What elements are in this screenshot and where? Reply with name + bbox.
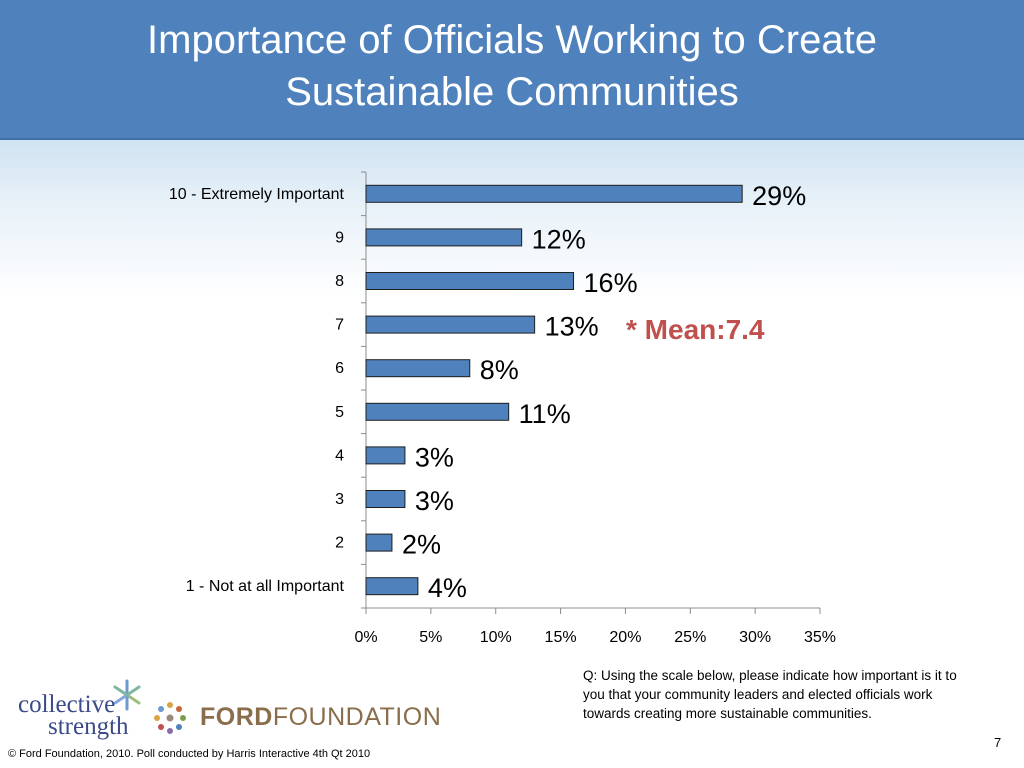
- category-label: 6: [335, 360, 344, 377]
- bar-chart: 0% 5% 10% 15% 20% 25% 30% 35% 10 - Extremely Imp…: [169, 171, 836, 646]
- x-tick-label: 30%: [739, 629, 771, 646]
- data-label: 11%: [519, 399, 571, 429]
- category-label: 10 - Extremely Important: [169, 186, 345, 203]
- bar: [365, 533, 393, 552]
- x-tick-label: 35%: [804, 629, 836, 646]
- data-label: 3%: [415, 486, 454, 516]
- collective-strength-logo: collective strength: [18, 679, 148, 740]
- bar: [365, 272, 575, 290]
- bar: [365, 228, 523, 247]
- data-label: 13%: [545, 312, 599, 342]
- bar: [365, 184, 743, 203]
- category-label: 1 - Not at all Important: [186, 578, 345, 595]
- bar: [365, 402, 510, 421]
- category-label: 9: [335, 229, 344, 246]
- x-tick-label: 5%: [419, 629, 442, 646]
- collective-word: collective: [18, 691, 116, 718]
- category-label: 7: [335, 317, 344, 334]
- bar: [365, 490, 406, 508]
- ford-foundation-wordmark: FORDFOUNDATION: [200, 703, 441, 732]
- x-tick-label: 0%: [354, 629, 377, 646]
- page-number: 7: [994, 735, 1002, 750]
- question-text: Q: Using the scale below, please indicat…: [583, 668, 957, 721]
- page-title-line2: Sustainable Communities: [285, 70, 739, 114]
- page-title-line1: Importance of Officials Working to Creat…: [147, 18, 877, 62]
- data-label: 3%: [415, 442, 454, 472]
- category-label: 8: [335, 273, 344, 290]
- bar: [365, 359, 471, 378]
- data-label: 8%: [480, 355, 519, 385]
- asterisk-flower-icon: [113, 679, 141, 711]
- ford-foundation-logo: FORDFOUNDATION: [152, 700, 441, 736]
- category-label: 2: [335, 535, 344, 552]
- x-tick-label: 10%: [480, 629, 512, 646]
- foundation-word: FOUNDATION: [272, 703, 442, 731]
- data-label: 4%: [428, 573, 467, 603]
- footer-copyright: © Ford Foundation, 2010. Poll conducted …: [8, 748, 371, 760]
- page-title: Importance of Officials Working to Creat…: [52, 14, 972, 118]
- data-label: 16%: [584, 268, 638, 298]
- data-label: 12%: [532, 224, 586, 254]
- x-tick-label: 25%: [674, 629, 706, 646]
- mean-annotation: * Mean:7.4: [626, 314, 765, 345]
- category-label: 5: [335, 404, 344, 421]
- category-label: 4: [335, 447, 344, 464]
- data-label: 29%: [752, 181, 806, 211]
- data-label: 2%: [402, 530, 441, 560]
- x-tick-label: 15%: [545, 629, 577, 646]
- bar: [365, 446, 406, 465]
- dotted-circle-icon: [154, 702, 186, 734]
- title-bar: Importance of Officials Working to Creat…: [0, 0, 1024, 140]
- ford-word: FORD: [200, 703, 273, 731]
- bar: [365, 577, 419, 596]
- category-label: 3: [335, 491, 344, 508]
- strength-word: strength: [48, 713, 129, 740]
- x-tick-label: 20%: [609, 629, 641, 646]
- bar: [365, 315, 536, 334]
